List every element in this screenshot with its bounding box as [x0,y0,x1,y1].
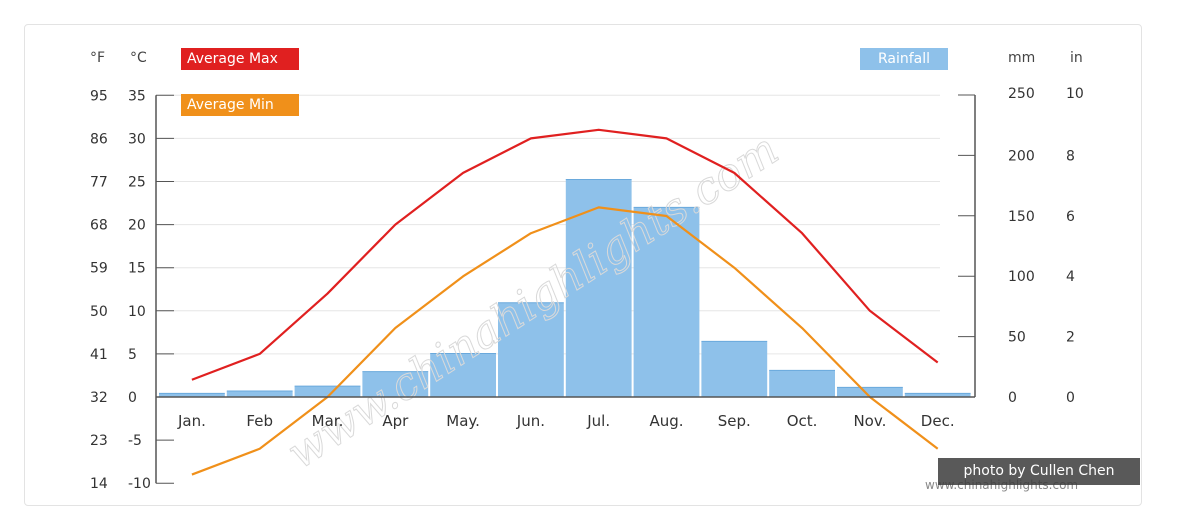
fahrenheit-tick-label: 77 [90,175,108,191]
line-average-min [191,206,939,476]
category-label: Oct. [787,412,818,430]
celsius-tick-label: 30 [128,131,146,147]
celsius-tick-label: -5 [128,433,142,449]
category-label: May. [446,412,480,430]
rainfall-bar-dec [904,393,971,397]
fahrenheit-tick-label: 59 [90,261,108,277]
fahrenheit-unit-label: °F [90,50,106,66]
axes [155,94,976,484]
category-label: Jun. [516,412,545,430]
mm-unit-label: mm [1008,50,1036,66]
rainfall-bar-nov [837,387,903,397]
rainfall-bar-mar [294,386,361,397]
in-tick-label: 4 [1066,269,1075,285]
rainfall-bar-sep [701,341,768,397]
fahrenheit-tick-label: 86 [90,131,108,147]
photo-credit: photo by Cullen Chen [938,458,1140,485]
rainfall-bar-jan [159,393,225,397]
rainfall-bar-oct [769,370,835,397]
in-tick-label: 6 [1066,209,1075,225]
rainfall-bar-aug [633,207,700,397]
in-tick-label: 8 [1066,148,1075,164]
fahrenheit-tick-label: 50 [90,304,108,320]
category-labels: Jan. Feb Mar. Apr May. Jun. Jul. Aug. Sep. Oct. No… [177,412,955,430]
celsius-tick-label: 15 [128,261,146,277]
mm-tick-label: 0 [1008,390,1017,406]
in-tick-label: 0 [1066,390,1075,406]
mm-tick-label: 100 [1008,269,1035,285]
in-tick-label: 2 [1066,330,1075,346]
line-average-max [191,128,939,381]
category-label: Jan. [177,412,206,430]
category-label: Nov. [853,412,886,430]
category-label: Dec. [921,412,955,430]
legend-average-min: Average Min [181,94,299,116]
mm-tick-label: 50 [1008,330,1026,346]
legend-rainfall: Rainfall [860,48,948,70]
category-label: Jul. [586,412,610,430]
celsius-tick-label: 0 [128,390,137,406]
celsius-tick-label: 5 [128,347,137,363]
fahrenheit-tick-label: 95 [90,88,108,104]
in-unit-label: in [1070,50,1083,66]
fahrenheit-tick-label: 14 [90,476,108,492]
category-label: Aug. [649,412,683,430]
celsius-tick-label: 10 [128,304,146,320]
category-label: Sep. [718,412,751,430]
category-label: Feb [246,412,273,430]
fahrenheit-tick-label: 32 [90,390,108,406]
fahrenheit-tick-label: 68 [90,218,108,234]
legend-average-max: Average Max [181,48,299,70]
rainfall-bars [159,179,971,397]
rainfall-bar-feb [226,390,293,397]
rainfall-bar-apr [362,371,429,397]
mm-tick-label: 200 [1008,148,1035,164]
celsius-tick-label: 35 [128,88,146,104]
mm-tick-label: 250 [1008,86,1035,102]
celsius-unit-label: °C [130,50,147,66]
fahrenheit-tick-label: 23 [90,433,108,449]
mm-tick-label: 150 [1008,209,1035,225]
temperature-lines [191,128,939,476]
celsius-tick-label: 25 [128,175,146,191]
celsius-tick-label: 20 [128,218,146,234]
celsius-tick-label: -10 [128,476,151,492]
in-tick-label: 10 [1066,86,1084,102]
fahrenheit-tick-label: 41 [90,347,108,363]
rainfall-bar-jun [498,302,564,397]
rainfall-bar-may [430,353,496,397]
category-label: Mar. [312,412,344,430]
category-label: Apr [382,412,409,430]
